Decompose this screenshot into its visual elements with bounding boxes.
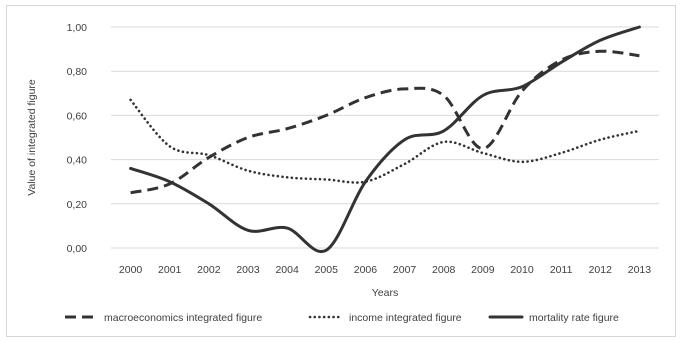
x-tick-label: 2003 [236,264,260,276]
gridlines [111,26,659,249]
y-axis-title: Value of integrated figure [26,79,38,196]
y-tick-label: 0,60 [67,110,88,122]
chart-frame: 0,00 0,20 0,40 0,60 0,80 1,00 2000 2001 2002 200… [6,5,676,337]
x-tick-label: 2008 [432,264,456,276]
line-chart: 0,000,200,400,600,801,00 2000 2001 2002 200… [26,22,659,324]
x-tick-label: 2011 [550,264,573,276]
x-tick-label: 2002 [197,264,221,276]
x-tick-label: 2005 [315,264,339,276]
legend-label-1: macroeconomics integrated figure [104,312,262,324]
x-tick-label: 2004 [275,264,299,276]
x-tick-label: 2012 [589,264,613,276]
x-tick-label: 2006 [354,264,378,276]
y-tick-label: 0,20 [67,199,88,211]
x-tick-label: 2000 [119,264,143,276]
y-axis-ticks: 0,00 0,20 0,40 0,60 0,80 1,00 [67,22,88,255]
y-tick-label: 0,00 [67,243,88,255]
x-tick-label: 2001 [158,264,182,276]
series-line-1 [130,49,640,195]
legend-label-2: income integrated figure [349,312,462,324]
series-lines [129,25,641,254]
y-tick-label: 1,00 [67,22,88,34]
legend: macroeconomics integrated figure income i… [65,312,619,324]
legend-label-3: mortality rate figure [529,312,619,324]
x-tick-label: 2013 [628,264,652,276]
x-axis-title: Years [372,287,398,299]
x-tick-label: 2010 [510,264,534,276]
x-tick-label: 2007 [393,264,417,276]
series-line-2 [129,98,641,184]
x-tick-label: 2009 [471,264,495,276]
y-tick-label: 0,80 [67,66,88,78]
series-line-3 [129,25,641,254]
y-tick-label: 0,40 [67,155,88,167]
x-axis-ticks: 2000 2001 2002 2003 2004 2005 2006 2007 2008 2009… [119,264,651,276]
